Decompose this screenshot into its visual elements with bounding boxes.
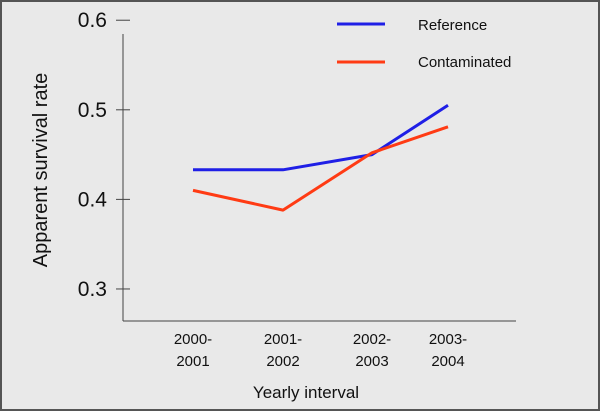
x-tick-label: 2004: [431, 353, 464, 370]
x-tick-label: 2001-: [264, 331, 302, 348]
x-tick-label: 2003: [355, 353, 388, 370]
x-axis-title: Yearly interval: [253, 383, 359, 402]
y-tick-label: 0.3: [78, 278, 107, 301]
x-tick-label: 2002: [266, 353, 299, 370]
x-tick-label: 2000-: [174, 331, 212, 348]
y-tick-label: 0.4: [78, 188, 108, 211]
y-ticks: 0.6 0.5 0.4 0.3: [78, 9, 130, 301]
series-line-reference: [193, 104, 449, 172]
y-axis-title: Apparent survival rate: [30, 73, 52, 268]
x-tick-labels: 2000- 2001 2001- 2002 2002- 2003 2003- 2004: [174, 331, 467, 370]
series-line-contaminated: [192, 125, 449, 212]
legend: Reference Contaminated: [337, 17, 511, 71]
x-tick-label: 2003-: [429, 331, 467, 348]
y-tick-label: 0.6: [78, 9, 107, 32]
x-tick-label: 2002-: [353, 331, 391, 348]
legend-label-contaminated: Contaminated: [418, 54, 511, 71]
y-tick-label: 0.5: [78, 99, 107, 122]
legend-label-reference: Reference: [418, 17, 487, 34]
series-lines: [192, 104, 449, 212]
x-tick-label: 2001: [176, 353, 209, 370]
